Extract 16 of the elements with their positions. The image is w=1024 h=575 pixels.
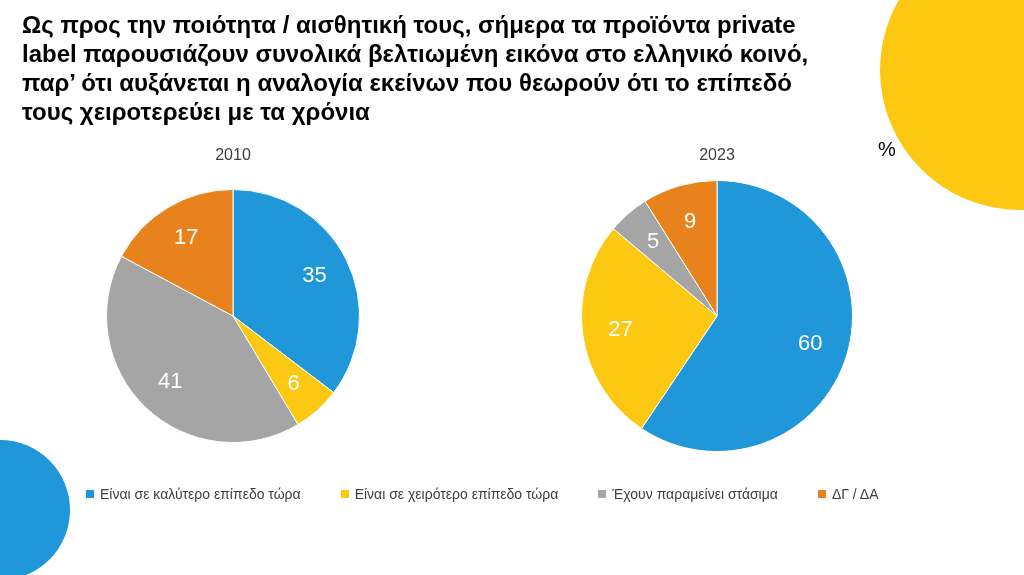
data-label: 17 [173,223,199,249]
chart-subtitle: 2023 [698,146,736,164]
data-label: 41 [157,367,183,393]
data-label: 60 [798,330,823,356]
chart-subtitle: 2010 [214,146,252,164]
data-label: 27 [608,315,633,341]
data-label: 6 [287,369,300,395]
legend-label: Είναι σε καλύτερο επίπεδο τώρα [100,486,301,502]
data-label: 35 [302,261,327,287]
chart-title: Ως προς την ποιότητα / αισθητική τους, σήμερα τα προϊόντα private label παρουσιάζουν συνολικά βελτιωμένη εικόνα στο ελληνικό κοινό, παρ’ ότι αυξάνεται η αναλογία εκείνων που θεωρούν ότι το επίπεδό τους χειροτερεύει με τα χρόνια [22,10,810,126]
data-label: 5 [646,228,660,254]
text: % [878,138,896,161]
legend-label: ΔΓ / ΔΑ [831,486,879,502]
legend-label: Είναι σε χειρότερο επίπεδο τώρα [354,486,559,502]
legend-label: Έχουν παραμείνει στάσιμα [612,486,778,502]
data-label: 9 [683,208,697,234]
